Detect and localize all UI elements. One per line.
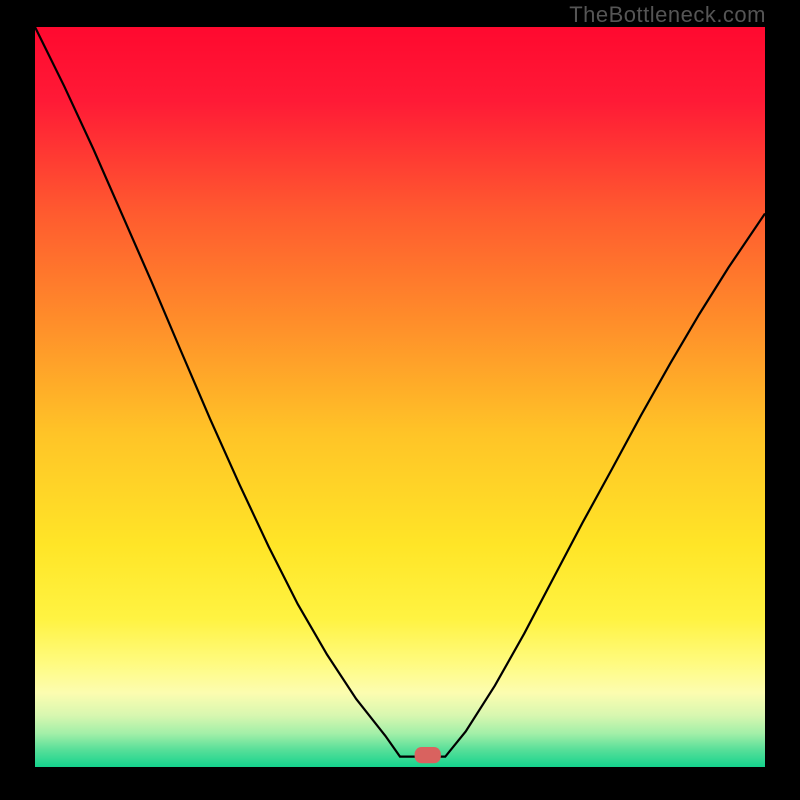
optimal-point-marker [415,747,441,763]
curve-layer [35,27,765,767]
bottleneck-curve [35,27,765,757]
plot-area [35,27,765,767]
outer-frame: TheBottleneck.com [0,0,800,800]
watermark-text: TheBottleneck.com [569,2,766,28]
